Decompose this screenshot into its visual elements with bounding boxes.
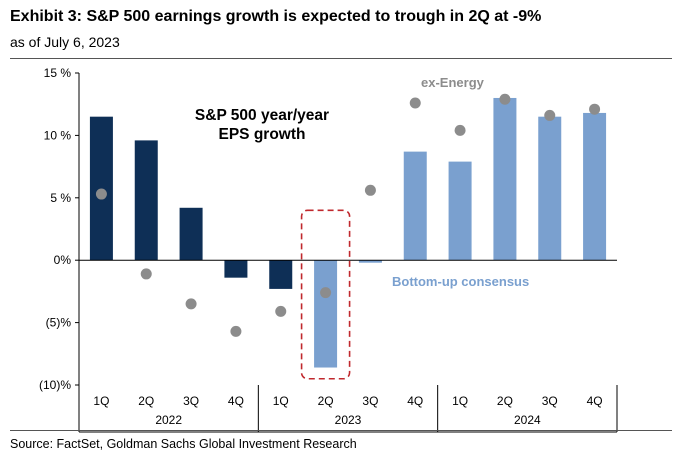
year-label-2024: 2024	[514, 413, 541, 427]
consensus-label: Bottom-up consensus	[392, 274, 529, 289]
x-tick-label: 3Q	[542, 394, 558, 408]
bottom-divider	[10, 430, 672, 431]
x-tick-label: 3Q	[183, 394, 199, 408]
chart-title-line-2: EPS growth	[219, 126, 306, 143]
y-tick-label: 5 %	[50, 191, 71, 205]
x-tick-label: 2Q	[497, 394, 513, 408]
bar-6	[314, 260, 338, 368]
x-tick-label: 3Q	[362, 394, 378, 408]
x-tick-label: 4Q	[228, 394, 244, 408]
x-tick-label: 1Q	[273, 394, 289, 408]
bar-10	[493, 97, 517, 261]
ex-energy-point-6	[320, 287, 332, 299]
bar-4	[224, 260, 248, 278]
year-label-2023: 2023	[335, 413, 362, 427]
bar-2	[134, 140, 158, 261]
ex-energy-point-7	[364, 184, 376, 196]
ex-energy-point-9	[454, 124, 466, 136]
x-tick-label: 4Q	[587, 394, 603, 408]
chart-title-line-1: S&P 500 year/year	[195, 107, 329, 124]
x-tick-label: 2Q	[318, 394, 334, 408]
bar-8	[403, 151, 427, 261]
x-tick-label: 4Q	[407, 394, 423, 408]
ex-energy-point-3	[185, 298, 197, 310]
ex-energy-point-11	[544, 109, 556, 121]
trough-highlight-box	[300, 209, 351, 380]
top-divider	[10, 58, 672, 59]
bar-12	[583, 112, 607, 261]
bar-3	[179, 207, 203, 261]
bar-1	[89, 116, 113, 261]
x-tick-label: 1Q	[452, 394, 468, 408]
bar-5	[269, 260, 293, 289]
y-tick-label: (5)%	[46, 316, 72, 330]
ex-energy-point-5	[275, 305, 287, 317]
year-label-2022: 2022	[155, 413, 182, 427]
y-tick-label: 0%	[54, 253, 72, 267]
ex-energy-point-8	[409, 97, 421, 109]
y-tick-label: 10 %	[44, 128, 72, 142]
ex-energy-point-10	[499, 93, 511, 105]
bar-11	[538, 116, 562, 261]
exhibit-subtitle: as of July 6, 2023	[10, 34, 120, 50]
bar-7	[358, 260, 382, 263]
source-note: Source: FactSet, Goldman Sachs Global In…	[10, 437, 357, 451]
ex-energy-point-12	[589, 103, 601, 115]
y-tick-label: 15 %	[44, 66, 72, 80]
ex-energy-label: ex-Energy	[421, 75, 485, 90]
ex-energy-point-2	[140, 268, 152, 280]
ex-energy-point-1	[95, 188, 107, 200]
x-tick-label: 2Q	[138, 394, 154, 408]
ex-energy-point-4	[230, 325, 242, 337]
x-tick-label: 1Q	[93, 394, 109, 408]
bar-9	[448, 161, 472, 261]
y-tick-label: (10)%	[39, 378, 71, 392]
exhibit-title: Exhibit 3: S&P 500 earnings growth is ex…	[10, 8, 542, 25]
